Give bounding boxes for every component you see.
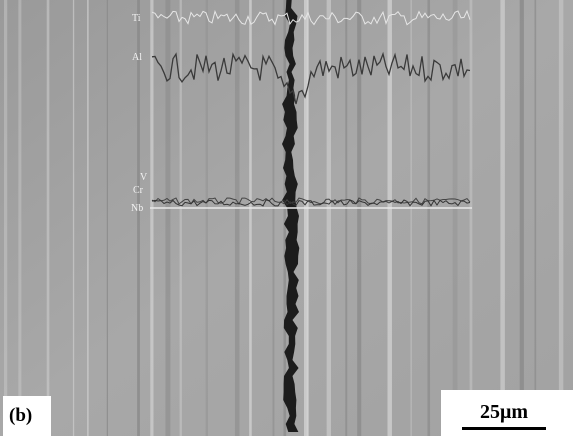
lamella xyxy=(46,0,50,436)
lamella xyxy=(106,0,108,436)
v-label: V xyxy=(140,172,148,183)
lamella xyxy=(326,0,331,436)
al-trace xyxy=(151,51,471,105)
scale-bar xyxy=(462,427,546,430)
lamella xyxy=(150,0,154,436)
lamella xyxy=(534,0,537,436)
lamella xyxy=(272,0,275,436)
label-box xyxy=(3,396,51,436)
lamella xyxy=(500,0,505,436)
lamella xyxy=(345,0,348,436)
lamella xyxy=(205,0,208,436)
cr-trace xyxy=(151,199,471,207)
lamella xyxy=(387,0,392,436)
lamella xyxy=(283,0,287,436)
lamella xyxy=(87,0,89,436)
al-label: Al xyxy=(132,52,142,63)
ti-trace xyxy=(151,9,471,26)
ti-label: Ti xyxy=(132,13,141,24)
lamella xyxy=(519,0,524,436)
lamella xyxy=(234,0,240,436)
crack-edge xyxy=(304,0,308,436)
lamella xyxy=(469,0,473,436)
crack-body xyxy=(282,0,300,432)
scale-text: 25μm xyxy=(480,401,528,423)
lamella xyxy=(558,0,564,436)
lamella xyxy=(410,0,412,436)
lamella xyxy=(357,0,362,436)
lamella xyxy=(249,0,252,436)
lamella xyxy=(137,0,140,436)
lamella xyxy=(179,0,182,436)
nb-label: Nb xyxy=(131,203,143,214)
lamella xyxy=(4,0,8,436)
cr-label: Cr xyxy=(133,185,144,196)
crack xyxy=(282,0,308,436)
lamella xyxy=(452,0,458,436)
lamella xyxy=(165,0,171,436)
panel-label: (b) xyxy=(9,405,32,426)
lamella xyxy=(72,0,75,436)
lamella xyxy=(18,0,22,436)
line-scan xyxy=(151,9,471,207)
lamella xyxy=(427,0,431,436)
